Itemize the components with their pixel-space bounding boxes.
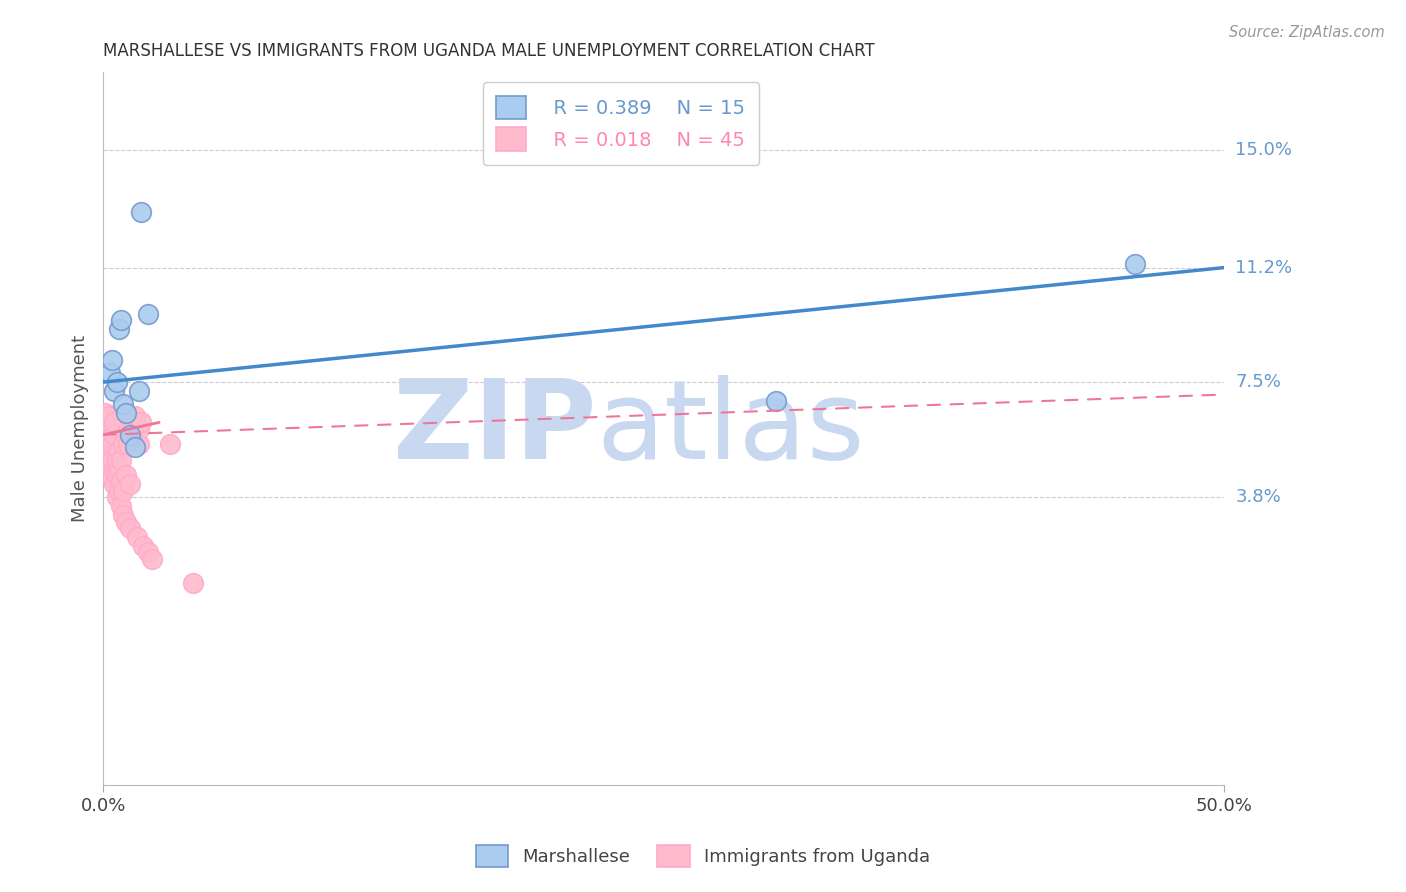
Y-axis label: Male Unemployment: Male Unemployment — [72, 335, 89, 522]
Point — [141, 551, 163, 566]
Point — [132, 539, 155, 553]
Point — [118, 427, 141, 442]
Point — [765, 393, 787, 408]
Point — [112, 397, 135, 411]
Point — [94, 416, 117, 430]
Point — [118, 521, 141, 535]
Point — [97, 421, 120, 435]
Point — [98, 446, 121, 460]
Text: MARSHALLESE VS IMMIGRANTS FROM UGANDA MALE UNEMPLOYMENT CORRELATION CHART: MARSHALLESE VS IMMIGRANTS FROM UGANDA MA… — [103, 42, 875, 60]
Point — [112, 437, 135, 451]
Point — [129, 416, 152, 430]
Point — [105, 468, 128, 483]
Point — [97, 437, 120, 451]
Point — [125, 530, 148, 544]
Point — [110, 499, 132, 513]
Point — [103, 427, 125, 442]
Legend: Marshallese, Immigrants from Uganda: Marshallese, Immigrants from Uganda — [468, 838, 938, 874]
Text: ZIP: ZIP — [394, 376, 596, 482]
Point — [181, 576, 204, 591]
Text: Source: ZipAtlas.com: Source: ZipAtlas.com — [1229, 25, 1385, 40]
Point — [124, 440, 146, 454]
Point — [114, 468, 136, 483]
Point — [110, 475, 132, 489]
Point — [114, 515, 136, 529]
Point — [129, 204, 152, 219]
Point — [101, 353, 124, 368]
Point — [108, 322, 131, 336]
Point — [98, 431, 121, 445]
Point — [103, 384, 125, 399]
Point — [98, 366, 121, 380]
Point — [110, 452, 132, 467]
Point — [101, 471, 124, 485]
Point — [97, 409, 120, 424]
Point — [117, 421, 139, 435]
Point — [94, 406, 117, 420]
Point — [112, 483, 135, 498]
Point — [103, 416, 125, 430]
Point — [101, 452, 124, 467]
Point — [136, 545, 159, 559]
Point — [101, 437, 124, 451]
Text: 11.2%: 11.2% — [1236, 259, 1292, 277]
Text: 3.8%: 3.8% — [1236, 488, 1281, 506]
Point — [117, 437, 139, 451]
Point — [108, 443, 131, 458]
Point — [110, 313, 132, 327]
Point — [108, 462, 131, 476]
Point — [159, 437, 181, 451]
Point — [124, 409, 146, 424]
Point — [128, 421, 150, 435]
Point — [105, 375, 128, 389]
Point — [1123, 257, 1146, 271]
Point — [114, 406, 136, 420]
Legend:   R = 0.389    N = 15,   R = 0.018    N = 45: R = 0.389 N = 15, R = 0.018 N = 45 — [482, 82, 759, 165]
Point — [105, 490, 128, 504]
Point — [98, 458, 121, 473]
Point — [94, 427, 117, 442]
Point — [112, 508, 135, 523]
Point — [108, 483, 131, 498]
Point — [118, 477, 141, 491]
Point — [128, 384, 150, 399]
Text: atlas: atlas — [596, 376, 865, 482]
Point — [128, 437, 150, 451]
Point — [105, 452, 128, 467]
Text: 7.5%: 7.5% — [1236, 373, 1281, 391]
Point — [103, 465, 125, 479]
Text: 15.0%: 15.0% — [1236, 141, 1292, 159]
Point — [103, 477, 125, 491]
Point — [121, 421, 143, 435]
Point — [136, 307, 159, 321]
